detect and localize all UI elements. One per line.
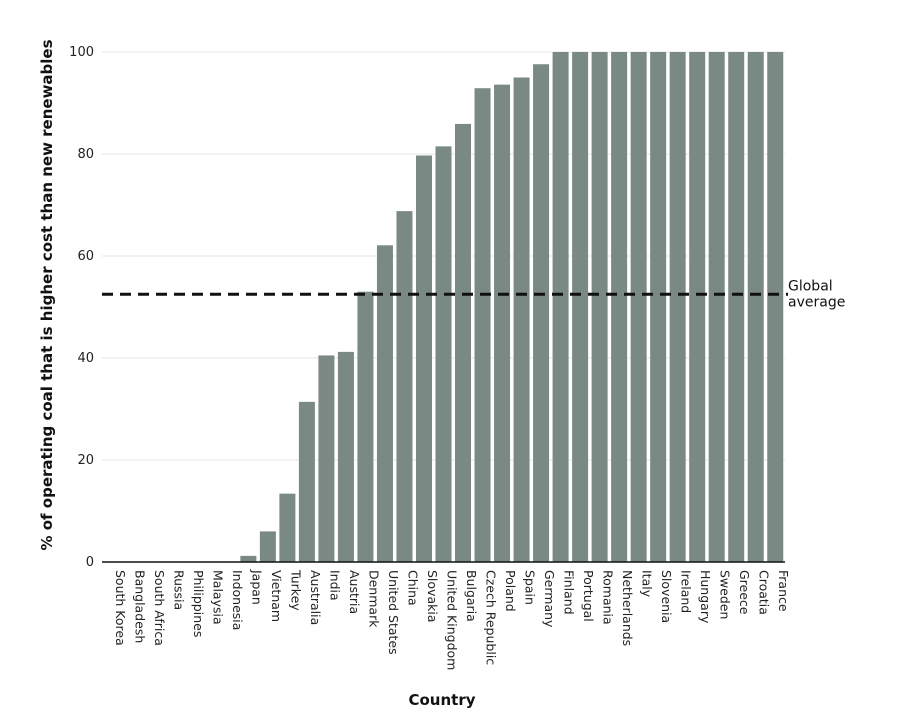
x-axis-ticks: South Korea Bangladesh South Africa Russia P… [113, 569, 791, 670]
x-tick-label: South Korea [113, 570, 128, 646]
x-tick-label: Spain [523, 570, 538, 605]
x-tick-label: Denmark [366, 570, 381, 628]
bar [474, 88, 491, 563]
bar [533, 64, 550, 563]
x-tick-label: Hungary [698, 570, 713, 624]
y-tick-label: 20 [77, 453, 94, 468]
x-tick-label: Slovenia [659, 570, 674, 623]
x-tick-label: India [327, 570, 342, 601]
bar [240, 555, 257, 562]
x-tick-label: Malaysia [210, 570, 225, 625]
bar [669, 52, 686, 562]
x-tick-label: Australia [308, 570, 323, 625]
x-tick-label: Netherlands [620, 570, 635, 646]
x-tick-label: Czech Republic [484, 570, 499, 665]
bar [337, 351, 354, 562]
x-tick-label: Italy [640, 570, 655, 598]
bar [552, 52, 569, 562]
x-tick-label: Slovakia [425, 570, 440, 622]
bar [494, 84, 511, 562]
y-tick-label: 100 [69, 45, 94, 60]
x-tick-label: Philippines [191, 570, 206, 637]
x-tick-label: Sweden [718, 570, 733, 619]
x-tick-label: Indonesia [230, 570, 245, 630]
bar [435, 146, 452, 562]
x-tick-label: Croatia [757, 570, 772, 615]
bar [396, 211, 413, 562]
x-tick-label: Russia [171, 570, 186, 610]
x-tick-label: Germany [542, 570, 557, 628]
x-tick-label: Romania [601, 570, 616, 625]
bar [513, 77, 530, 562]
bar [376, 245, 393, 563]
y-tick-label: 0 [86, 555, 94, 570]
y-axis-ticks: 0 20 40 60 80 100 [69, 45, 94, 570]
x-tick-label: Bangladesh [132, 570, 147, 643]
x-axis-title: Country [408, 691, 475, 709]
y-tick-label: 60 [77, 249, 94, 264]
x-tick-label: Greece [737, 570, 752, 615]
x-tick-label: Japan [249, 569, 264, 605]
bar [298, 401, 315, 562]
bar [591, 52, 608, 562]
bar [318, 355, 335, 562]
x-tick-label: Finland [562, 570, 577, 615]
bars [240, 52, 784, 563]
bar [279, 493, 296, 562]
bar [415, 155, 432, 562]
x-tick-label: France [776, 570, 791, 612]
bar [572, 52, 589, 562]
y-tick-label: 80 [77, 147, 94, 162]
y-tick-label: 40 [77, 351, 94, 366]
x-tick-label: Vietnam [269, 570, 284, 622]
bar [650, 52, 667, 562]
y-axis-title: % of operating coal that is higher cost … [38, 39, 56, 550]
bar [357, 291, 374, 562]
bar [728, 52, 745, 562]
bar [611, 52, 628, 562]
x-tick-label: Portugal [581, 570, 596, 622]
x-tick-label: South Africa [152, 570, 167, 646]
bar [689, 52, 706, 562]
x-tick-label: Poland [503, 570, 518, 612]
bar [455, 123, 472, 562]
x-tick-label: United States [386, 570, 401, 655]
x-tick-label: Bulgaria [464, 570, 479, 622]
x-tick-label: Turkey [288, 569, 303, 611]
bar [708, 52, 725, 562]
bar [747, 52, 764, 562]
x-tick-label: China [405, 570, 420, 606]
x-tick-label: Ireland [679, 570, 694, 613]
x-tick-label: United Kingdom [445, 570, 460, 670]
global-average-label: average [788, 294, 845, 310]
bar [767, 52, 784, 562]
bar [259, 531, 276, 562]
global-average-label: Global [788, 278, 833, 294]
bar [630, 52, 647, 562]
x-tick-label: Austria [347, 570, 362, 614]
